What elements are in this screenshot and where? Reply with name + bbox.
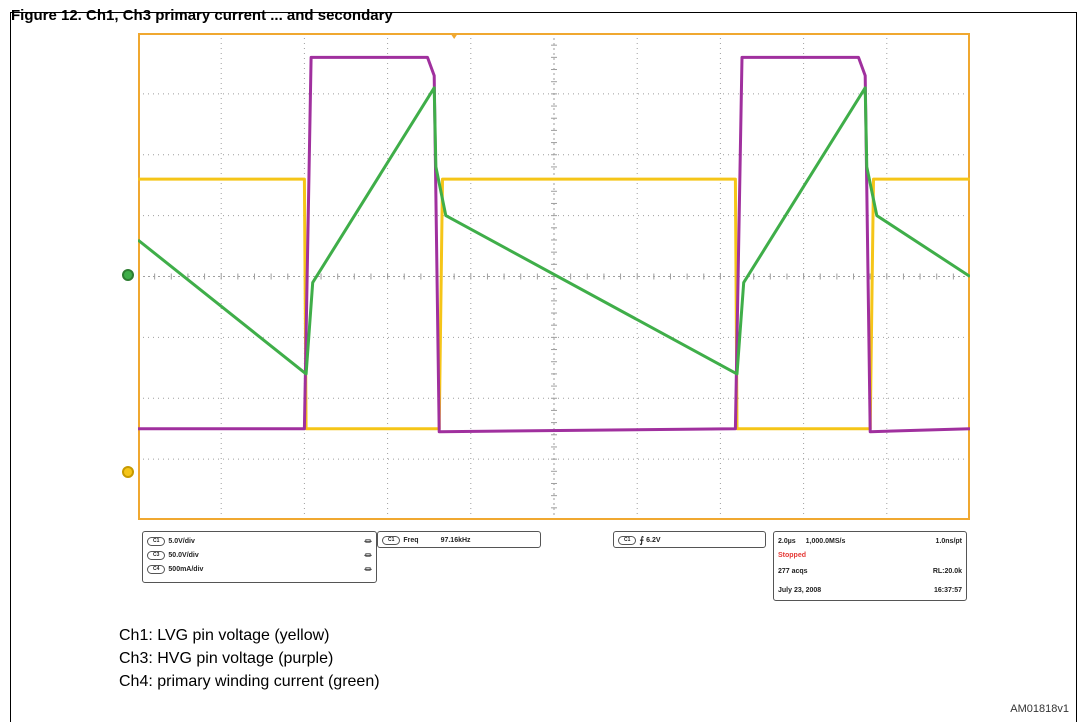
measurement-value: 97.16kHz — [440, 536, 471, 544]
oscilloscope-screen — [138, 33, 970, 520]
coupling-icon: ⏛ — [364, 536, 372, 546]
figure-title: Figure 12. Ch1, Ch3 primary current ... … — [11, 7, 393, 24]
capture-date: July 23, 2008 — [778, 586, 822, 594]
ch4-trace — [138, 86, 970, 376]
channel-scale: 50.0V/div — [168, 551, 199, 559]
acquisition-row: 277 acqs RL:20.0k — [778, 566, 962, 576]
measurement-channel-badge[interactable]: C1 — [382, 535, 401, 545]
channel-row: C1 5.0V/div ⏛ — [147, 536, 372, 546]
resolution: 1.0ns/pt — [935, 537, 962, 545]
waveform-plot — [138, 33, 970, 520]
datetime-row: July 23, 2008 16:37:57 — [778, 585, 962, 595]
acquisition-count: 277 acqs — [778, 567, 808, 575]
ch4-ground-marker — [122, 269, 134, 281]
channel-badge[interactable]: C1 — [147, 536, 166, 546]
horizontal-scale: 2.0µs — [778, 537, 796, 545]
figure-frame: Figure 12. Ch1, Ch3 primary current ... … — [10, 7, 1077, 722]
channel-scale: 5.0V/div — [168, 537, 195, 545]
status-row: Stopped — [778, 550, 962, 560]
trigger-position-marker — [450, 33, 459, 39]
channel-scale: 500mA/div — [168, 565, 204, 573]
ch1-ground-marker — [122, 466, 134, 478]
capture-time: 16:37:57 — [933, 586, 962, 594]
caption-ch3: Ch3: HVG pin voltage (purple) — [119, 650, 334, 667]
measurement-name: Freq — [403, 536, 419, 544]
trigger-channel-badge[interactable]: C1 — [618, 535, 637, 545]
channel-row: C3 50.0V/div ⏛ — [147, 550, 372, 560]
trigger-level: 6.2V — [646, 536, 661, 544]
acquisition-status: Stopped — [778, 551, 806, 559]
channel-captions: Ch1: LVG pin voltage (yellow) Ch3: HVG p… — [119, 626, 380, 695]
caption-ch1: Ch1: LVG pin voltage (yellow) — [119, 627, 330, 644]
channel-badge[interactable]: C3 — [147, 550, 166, 560]
sample-rate: 1,000.0MS/s — [805, 537, 846, 545]
coupling-icon: ⏛ — [364, 564, 372, 574]
caption-ch4: Ch4: primary winding current (green) — [119, 673, 380, 690]
trigger-row: C1 ⨍ 6.2V — [618, 535, 761, 545]
coupling-icon: ⏛ — [364, 550, 372, 560]
timebase-panel: 2.0µs 1,000.0MS/s 1.0ns/pt Stopped 277 a… — [773, 531, 967, 601]
timebase-row: 2.0µs 1,000.0MS/s 1.0ns/pt — [778, 536, 962, 546]
channel-scale-panel: C1 5.0V/div ⏛ C3 50.0V/div ⏛ C4 500mA/di… — [142, 531, 377, 583]
rising-edge-icon: ⨍ — [639, 534, 645, 545]
measurement-panel: C1 Freq 97.16kHz — [377, 531, 541, 548]
measurement-row: C1 Freq 97.16kHz — [382, 535, 536, 545]
record-length: RL:20.0k — [932, 567, 962, 575]
channel-row: C4 500mA/div ⏛ — [147, 564, 372, 574]
reference-code: AM01818v1 — [1010, 703, 1069, 715]
channel-badge[interactable]: C4 — [147, 564, 166, 574]
trigger-panel: C1 ⨍ 6.2V — [613, 531, 766, 548]
